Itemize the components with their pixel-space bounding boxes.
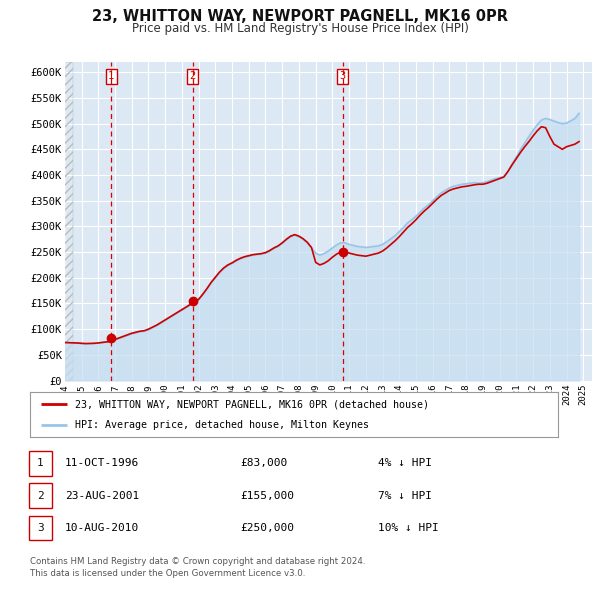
Text: Price paid vs. HM Land Registry's House Price Index (HPI): Price paid vs. HM Land Registry's House … xyxy=(131,22,469,35)
Text: £155,000: £155,000 xyxy=(240,491,294,500)
Text: 10% ↓ HPI: 10% ↓ HPI xyxy=(378,523,439,533)
Text: Contains HM Land Registry data © Crown copyright and database right 2024.: Contains HM Land Registry data © Crown c… xyxy=(30,557,365,566)
Text: 4% ↓ HPI: 4% ↓ HPI xyxy=(378,458,432,468)
Text: HPI: Average price, detached house, Milton Keynes: HPI: Average price, detached house, Milt… xyxy=(75,419,369,430)
Text: 2: 2 xyxy=(190,71,196,81)
Text: 11-OCT-1996: 11-OCT-1996 xyxy=(65,458,139,468)
Text: 23, WHITTON WAY, NEWPORT PAGNELL, MK16 0PR (detached house): 23, WHITTON WAY, NEWPORT PAGNELL, MK16 0… xyxy=(75,399,429,409)
Text: 1: 1 xyxy=(108,71,115,81)
Text: 23-AUG-2001: 23-AUG-2001 xyxy=(65,491,139,500)
Text: 3: 3 xyxy=(37,523,44,533)
Text: This data is licensed under the Open Government Licence v3.0.: This data is licensed under the Open Gov… xyxy=(30,569,305,578)
Text: 7% ↓ HPI: 7% ↓ HPI xyxy=(378,491,432,500)
Text: 23, WHITTON WAY, NEWPORT PAGNELL, MK16 0PR: 23, WHITTON WAY, NEWPORT PAGNELL, MK16 0… xyxy=(92,9,508,24)
Text: £83,000: £83,000 xyxy=(240,458,287,468)
Text: £250,000: £250,000 xyxy=(240,523,294,533)
Text: 10-AUG-2010: 10-AUG-2010 xyxy=(65,523,139,533)
Text: 1: 1 xyxy=(37,458,44,468)
Text: 3: 3 xyxy=(340,71,346,81)
Text: 2: 2 xyxy=(37,491,44,500)
